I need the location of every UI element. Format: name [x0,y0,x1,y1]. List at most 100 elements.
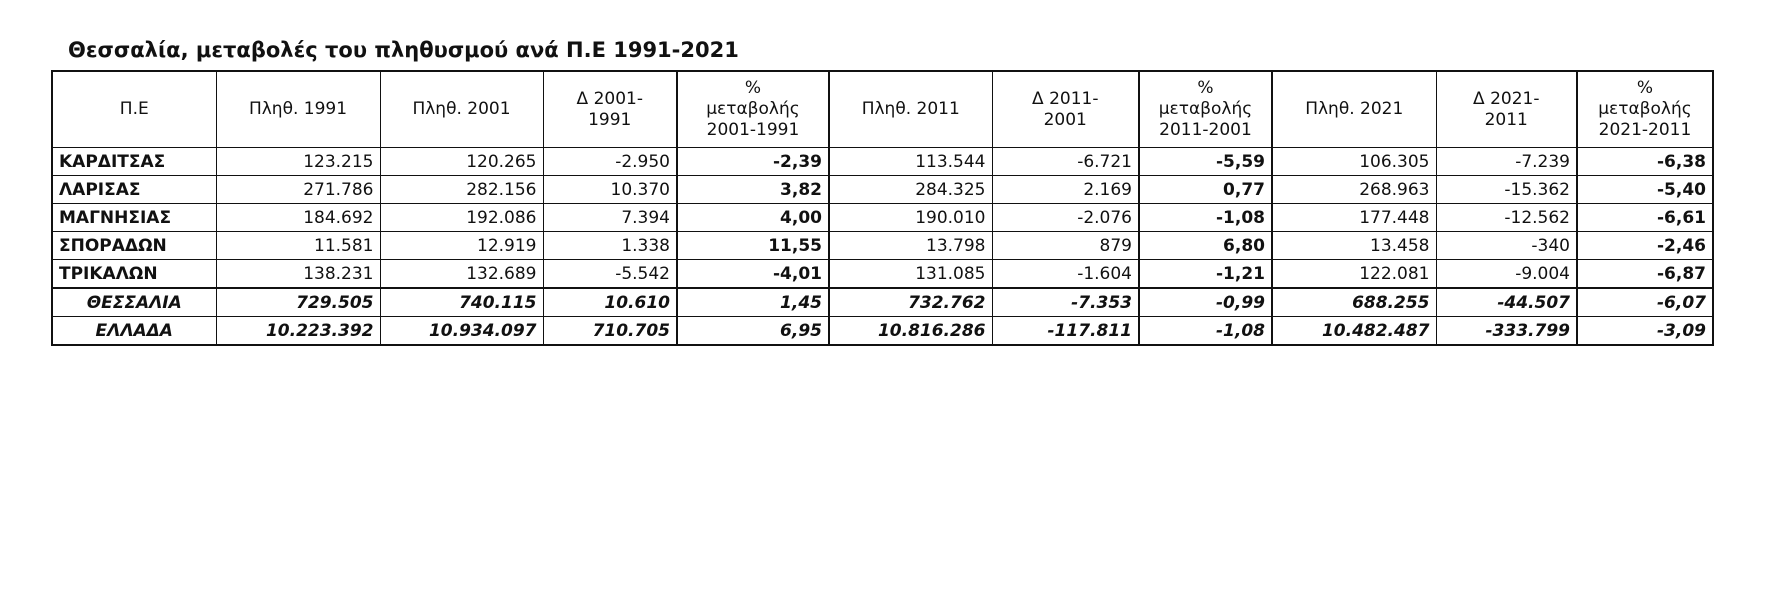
cell: 122.081 [1271,259,1437,289]
cell: 0,77 [1138,175,1273,204]
cell: -2.076 [991,203,1140,232]
cell: 13.458 [1271,231,1437,260]
total-row: ΘΕΣΣΑΛΙΑ 729.505 740.115 10.610 1,45 732.762-… [51,287,1714,317]
column-header: Π.Ε [51,70,217,148]
cell: 740.115 [379,287,544,317]
cell: 120.265 [379,147,544,176]
column-header: Πληθ. 2001 [379,70,544,148]
cell: 7.394 [542,203,678,232]
column-header: % μεταβολής 2001-1991 [676,70,830,148]
cell: 271.786 [215,175,381,204]
data-row: ΤΡΙΚΑΛΩΝ 138.231 132.689 -5.542 -4,01 131.085… [51,259,1714,289]
cell: 138.231 [215,259,381,289]
data-row: ΣΠΟΡΑΔΩΝ 11.581 12.919 1.338 11,55 13.798 879 6… [51,231,1714,260]
population-table: Π.Ε Πληθ. 1991 Πληθ. 2001 Δ 2001- 1991% μετ… [51,70,1714,346]
cell: -7.239 [1435,147,1578,176]
region-name: ΜΑΓΝΗΣΙΑΣ [51,203,217,232]
cell: -5,40 [1576,175,1714,204]
cell: 710.705 [542,316,678,346]
cell: 11,55 [676,231,830,260]
table-body: ΚΑΡΔΙΤΣΑΣ 123.215 120.265 -2.950 -2,39 113.54… [51,147,1714,346]
cell: 729.505 [215,287,381,317]
cell: 190.010 [828,203,993,232]
cell: -340 [1435,231,1578,260]
cell: 10.934.097 [379,316,544,346]
region-name: ΤΡΙΚΑΛΩΝ [51,259,217,289]
cell: 106.305 [1271,147,1437,176]
cell: -15.362 [1435,175,1578,204]
cell: 4,00 [676,203,830,232]
cell: -0,99 [1138,287,1273,317]
cell: -6.721 [991,147,1140,176]
total-row: ΕΛΛΑΔΑ 10.223.392 10.934.097 710.705 6,95 10.… [51,316,1714,346]
cell: -9.004 [1435,259,1578,289]
cell: 123.215 [215,147,381,176]
cell: -1,08 [1138,203,1273,232]
cell: -1,08 [1138,316,1273,346]
cell: 10.816.286 [828,316,993,346]
cell: 282.156 [379,175,544,204]
region-name: ΚΑΡΔΙΤΣΑΣ [51,147,217,176]
column-header: Δ 2021- 2011 [1435,70,1578,148]
cell: 113.544 [828,147,993,176]
cell: 6,80 [1138,231,1273,260]
header-row: Π.Ε Πληθ. 1991 Πληθ. 2001 Δ 2001- 1991% μετ… [51,70,1714,148]
cell: 12.919 [379,231,544,260]
data-row: ΛΑΡΙΣΑΣ 271.786 282.156 10.370 3,82 284.325 2.… [51,175,1714,204]
region-name: ΛΑΡΙΣΑΣ [51,175,217,204]
column-header: Δ 2001- 1991 [542,70,678,148]
cell: -12.562 [1435,203,1578,232]
cell: -44.507 [1435,287,1578,317]
cell: 131.085 [828,259,993,289]
cell: -2,39 [676,147,830,176]
cell: -7.353 [991,287,1140,317]
cell: -1,21 [1138,259,1273,289]
region-name: ΕΛΛΑΔΑ [51,316,217,346]
cell: -6,61 [1576,203,1714,232]
column-header: Πληθ. 2021 [1271,70,1437,148]
column-header: Πληθ. 2011 [828,70,993,148]
cell: 2.169 [991,175,1140,204]
cell: -5.542 [542,259,678,289]
region-name: ΘΕΣΣΑΛΙΑ [51,287,217,317]
cell: -2,46 [1576,231,1714,260]
column-header: Πληθ. 1991 [215,70,381,148]
cell: 177.448 [1271,203,1437,232]
data-row: ΚΑΡΔΙΤΣΑΣ 123.215 120.265 -2.950 -2,39 113.54… [51,147,1714,176]
cell: -6,38 [1576,147,1714,176]
column-header: % μεταβολής 2011-2001 [1138,70,1273,148]
cell: 284.325 [828,175,993,204]
region-name: ΣΠΟΡΑΔΩΝ [51,231,217,260]
cell: -4,01 [676,259,830,289]
cell: 268.963 [1271,175,1437,204]
cell: -6,07 [1576,287,1714,317]
cell: 6,95 [676,316,830,346]
cell: 192.086 [379,203,544,232]
cell: -333.799 [1435,316,1578,346]
cell: 3,82 [676,175,830,204]
cell: 10.223.392 [215,316,381,346]
data-row: ΜΑΓΝΗΣΙΑΣ 184.692 192.086 7.394 4,00 190.010-… [51,203,1714,232]
cell: 1,45 [676,287,830,317]
cell: -6,87 [1576,259,1714,289]
cell: -3,09 [1576,316,1714,346]
cell: 10.610 [542,287,678,317]
cell: -1.604 [991,259,1140,289]
cell: 10.482.487 [1271,316,1437,346]
cell: -5,59 [1138,147,1273,176]
title: Θεσσαλία, μεταβολές του πληθυσμού ανά Π.… [68,38,739,62]
column-header: Δ 2011- 2001 [991,70,1140,148]
cell: 688.255 [1271,287,1437,317]
cell: 11.581 [215,231,381,260]
cell: 732.762 [828,287,993,317]
cell: -117.811 [991,316,1140,346]
cell: 879 [991,231,1140,260]
cell: -2.950 [542,147,678,176]
column-header: % μεταβολής 2021-2011 [1576,70,1714,148]
cell: 1.338 [542,231,678,260]
cell: 184.692 [215,203,381,232]
cell: 13.798 [828,231,993,260]
cell: 132.689 [379,259,544,289]
cell: 10.370 [542,175,678,204]
